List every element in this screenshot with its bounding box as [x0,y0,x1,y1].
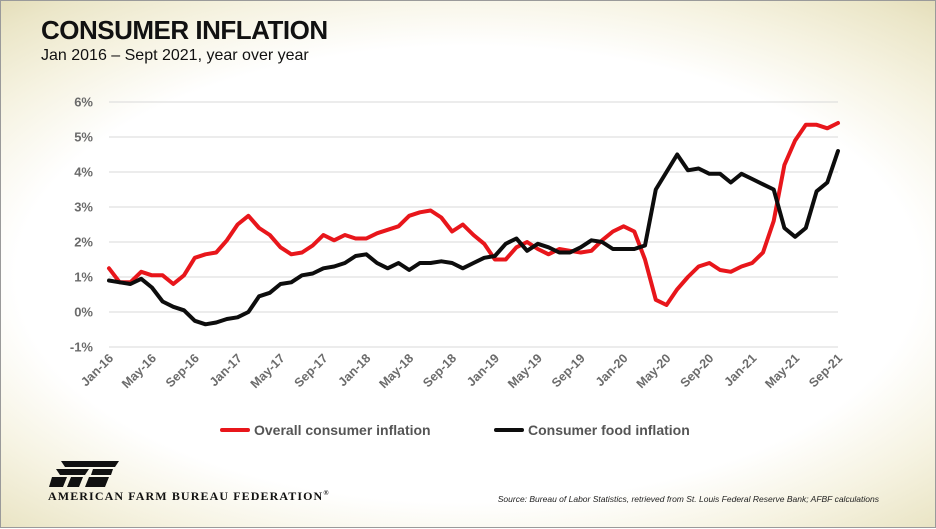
brand-text: AMERICAN FARM BUREAU FEDERATION [48,489,324,503]
x-tick-label: Sep-18 [420,351,459,390]
x-tick-label: Sep-16 [163,351,202,390]
legend-label-overall: Overall consumer inflation [254,422,431,438]
series-line-overall [107,121,840,307]
x-tick-label: May-20 [634,351,674,391]
source-note: Source: Bureau of Labor Statistics, retr… [497,494,879,504]
x-tick-label: May-19 [505,351,545,391]
y-tick-label: 4% [74,165,93,180]
legend-label-food: Consumer food inflation [528,422,690,438]
brand-name: AMERICAN FARM BUREAU FEDERATION® [48,489,330,504]
x-tick-label: Sep-21 [806,351,845,390]
y-tick-label: 2% [74,235,93,250]
legend-item-overall: Overall consumer inflation [220,422,431,438]
page-subtitle: Jan 2016 – Sept 2021, year over year [41,47,309,64]
y-tick-label: 6% [74,95,93,110]
series-line-food [107,149,840,327]
y-tick-label: 0% [74,305,93,320]
legend-swatch-food [494,428,524,432]
x-tick-label: Jan-16 [78,351,116,389]
x-tick-label: May-16 [119,351,159,391]
x-tick-label: Sep-17 [292,351,331,390]
page-title: CONSUMER INFLATION [41,15,328,45]
registered-mark: ® [323,489,330,497]
x-tick-label: May-21 [762,351,802,391]
legend-item-food: Consumer food inflation [494,422,690,438]
x-tick-label: May-17 [248,351,288,391]
x-tick-label: Jan-19 [464,351,502,389]
legend-swatch-overall [220,428,250,432]
x-tick-label: Jan-20 [593,351,631,389]
fb-logo-icon [49,461,119,487]
y-tick-label: -1% [70,340,94,355]
x-tick-label: Sep-19 [549,351,588,390]
y-tick-label: 5% [74,130,93,145]
y-tick-label: 3% [74,200,93,215]
x-tick-label: Jan-21 [721,351,759,389]
x-tick-label: Jan-17 [207,351,245,389]
x-tick-label: Sep-20 [678,351,717,390]
x-tick-label: Jan-18 [336,351,374,389]
x-tick-label: May-18 [376,351,416,391]
y-tick-label: 1% [74,270,93,285]
